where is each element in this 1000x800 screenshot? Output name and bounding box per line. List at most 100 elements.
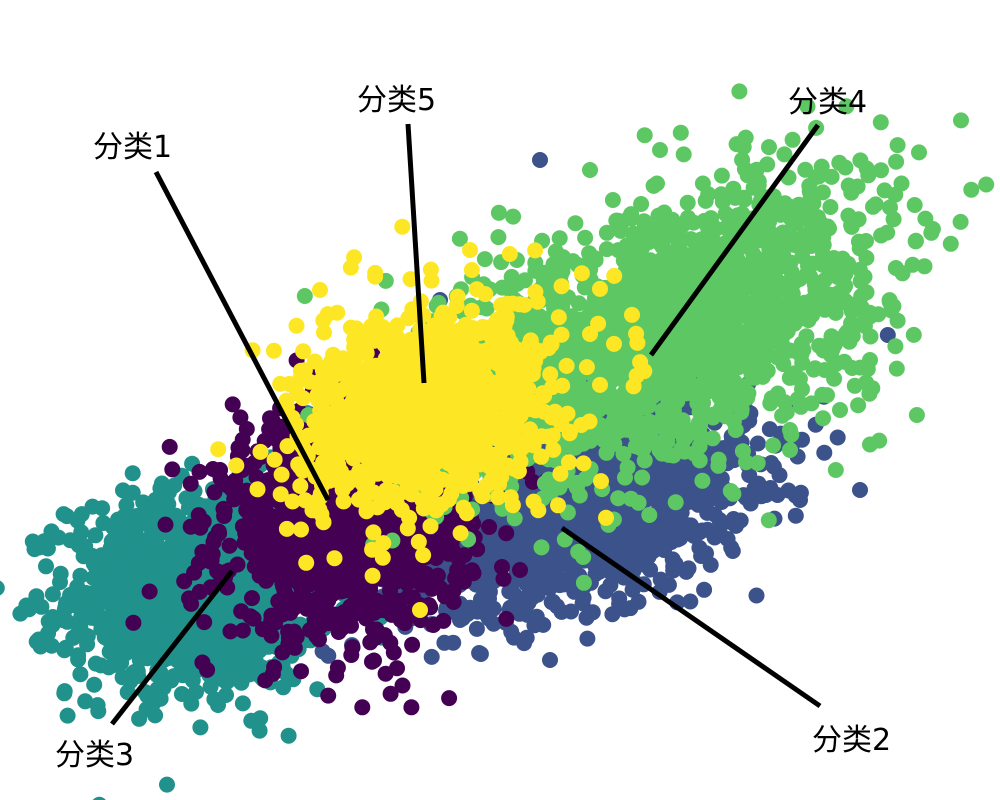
data-point (222, 623, 239, 640)
data-point (258, 572, 275, 589)
data-point (445, 634, 462, 651)
data-point (215, 500, 232, 517)
data-point (293, 663, 309, 680)
data-point (33, 598, 50, 615)
data-point (276, 583, 293, 600)
data-point (505, 543, 521, 560)
data-point (652, 571, 669, 588)
data-point (191, 463, 208, 480)
data-point (711, 511, 728, 528)
data-point (157, 607, 174, 624)
data-point (224, 396, 241, 413)
data-point (749, 435, 766, 452)
data-point (248, 469, 265, 486)
data-point (133, 645, 150, 662)
data-point-outlier (392, 602, 408, 618)
data-point (441, 690, 458, 707)
data-point (345, 580, 362, 597)
data-point (156, 628, 173, 645)
data-point (59, 613, 76, 630)
data-point (62, 532, 79, 549)
data-point (352, 558, 369, 575)
data-point (157, 574, 174, 591)
data-point (579, 630, 596, 647)
data-point (501, 583, 518, 600)
data-point (464, 562, 481, 579)
data-point-outlier (852, 482, 868, 498)
data-point (210, 697, 226, 713)
data-point (410, 573, 426, 590)
data-point (153, 475, 170, 492)
data-point-outlier (512, 562, 528, 578)
data-point (694, 472, 711, 489)
data-point (873, 162, 889, 179)
data-point (256, 497, 273, 514)
data-point (72, 666, 89, 683)
data-point (221, 537, 238, 554)
data-point (445, 582, 462, 599)
data-point (648, 485, 665, 502)
data-point (438, 532, 455, 549)
data-point (481, 519, 498, 535)
data-point (128, 508, 145, 524)
data-point (545, 522, 562, 539)
data-point (731, 83, 748, 100)
data-point (632, 541, 649, 557)
data-point (139, 687, 156, 704)
data-point (422, 534, 439, 551)
data-point (724, 543, 741, 559)
data-point (761, 139, 777, 156)
data-point (742, 495, 759, 512)
data-point (114, 669, 131, 686)
data-point (56, 642, 73, 659)
data-point (164, 461, 181, 478)
data-point (382, 583, 398, 600)
data-point (494, 559, 510, 575)
data-point (680, 517, 697, 534)
data-point (186, 564, 203, 581)
data-point (735, 189, 752, 206)
data-point (125, 614, 142, 631)
data-point (173, 686, 190, 702)
data-point (872, 114, 889, 131)
data-point (495, 570, 512, 587)
data-point (242, 512, 259, 529)
data-point-outlier (302, 622, 318, 638)
data-point (669, 531, 686, 548)
data-point-outlier (532, 152, 548, 168)
data-point (389, 562, 406, 578)
data-point (396, 615, 413, 632)
data-point (135, 555, 152, 572)
data-point (358, 610, 375, 627)
data-point (92, 796, 106, 800)
data-point (471, 645, 488, 661)
data-point-outlier (212, 462, 228, 478)
data-point (780, 482, 797, 499)
data-point (682, 473, 699, 490)
data-point (713, 186, 730, 203)
data-point (221, 562, 237, 579)
data-point (296, 288, 313, 304)
data-point (170, 613, 187, 630)
data-point (283, 537, 300, 554)
data-point (202, 678, 219, 695)
data-point (679, 194, 696, 211)
data-point (195, 513, 212, 530)
data-point (234, 442, 251, 459)
data-point (657, 519, 674, 536)
data-point (72, 626, 89, 643)
data-point (362, 634, 379, 651)
data-point (147, 531, 164, 548)
data-point (403, 699, 420, 716)
data-point (87, 655, 104, 672)
data-point (95, 515, 112, 531)
data-point (512, 599, 529, 616)
data-point (829, 429, 846, 446)
data-point (520, 586, 537, 603)
data-point (748, 587, 765, 604)
data-point (26, 541, 43, 558)
data-point (234, 622, 251, 639)
data-point (196, 614, 213, 631)
data-point (385, 644, 402, 661)
